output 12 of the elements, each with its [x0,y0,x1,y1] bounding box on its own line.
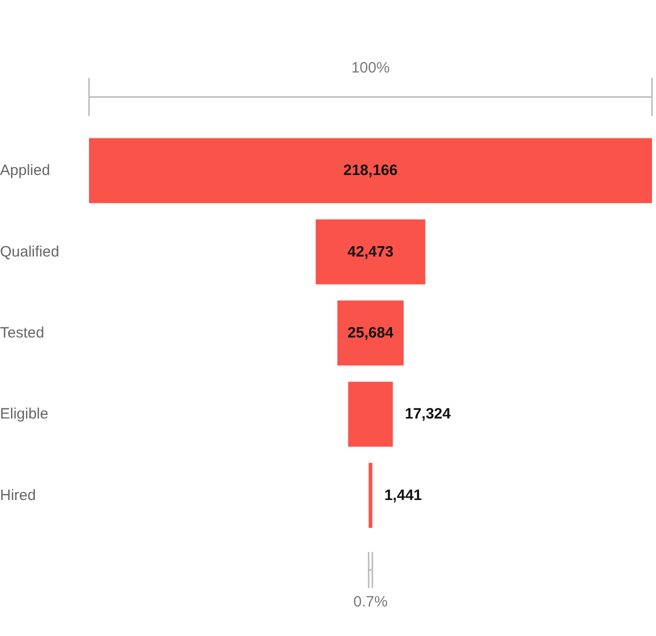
data-label: 42,473 [348,243,394,260]
category-label: Qualified [0,243,60,260]
data-label: 1,441 [384,486,422,504]
category-label: Tested [0,324,44,342]
text: 0.7% [353,594,388,610]
category-label: Eligible [0,406,48,423]
category-label: Hired [0,486,36,504]
data-label: 25,684 [348,324,394,342]
data-label: 218,166 [343,162,398,180]
category-label: Applied [0,162,50,180]
data-label: 17,324 [404,406,452,423]
text: 100% [351,60,390,76]
